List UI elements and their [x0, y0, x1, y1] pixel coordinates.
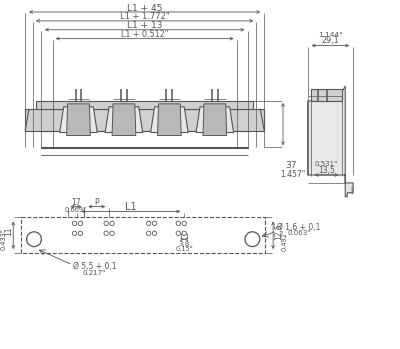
Circle shape: [110, 231, 114, 236]
Polygon shape: [67, 104, 90, 135]
Circle shape: [152, 221, 157, 225]
Text: 13,5: 13,5: [318, 165, 335, 174]
Polygon shape: [308, 86, 353, 197]
Text: 0.063": 0.063": [287, 230, 310, 236]
Text: L1: L1: [125, 202, 137, 211]
Text: Ø 1,6 + 0,1: Ø 1,6 + 0,1: [277, 223, 320, 232]
Circle shape: [182, 221, 186, 225]
Text: L1 + 13: L1 + 13: [127, 21, 162, 30]
Circle shape: [27, 232, 42, 247]
Text: 0.531": 0.531": [315, 161, 338, 167]
Polygon shape: [158, 104, 181, 135]
Circle shape: [78, 221, 83, 225]
Polygon shape: [60, 107, 97, 133]
Text: 0.217": 0.217": [83, 270, 106, 276]
Circle shape: [152, 231, 157, 236]
Text: 17: 17: [71, 198, 81, 207]
Circle shape: [176, 221, 180, 225]
Bar: [41, 147, 248, 148]
Text: 11: 11: [4, 227, 13, 236]
Circle shape: [245, 232, 260, 247]
Text: L1 + 0.512": L1 + 0.512": [121, 30, 168, 39]
Circle shape: [72, 221, 77, 225]
Circle shape: [72, 231, 77, 236]
Text: 0.492": 0.492": [282, 229, 288, 251]
Text: L1 + 1.772": L1 + 1.772": [120, 13, 170, 21]
Circle shape: [146, 221, 151, 225]
Text: 37: 37: [285, 161, 297, 170]
Text: 1.457": 1.457": [280, 170, 306, 178]
Text: 1.144": 1.144": [318, 32, 343, 38]
Circle shape: [78, 231, 83, 236]
Text: 29,1: 29,1: [322, 36, 339, 45]
Polygon shape: [112, 104, 136, 135]
Bar: [21, 217, 265, 253]
Bar: [36, 101, 253, 109]
Polygon shape: [105, 107, 143, 133]
Polygon shape: [203, 104, 227, 135]
Text: L1 + 45: L1 + 45: [127, 3, 162, 13]
Circle shape: [104, 221, 108, 225]
Text: P: P: [94, 198, 99, 207]
Circle shape: [146, 231, 151, 236]
Circle shape: [110, 221, 114, 225]
Text: Ø 5,5 + 0,1: Ø 5,5 + 0,1: [72, 262, 116, 272]
Text: 12,5: 12,5: [274, 223, 284, 240]
Circle shape: [182, 231, 186, 236]
Text: 0.15": 0.15": [175, 246, 193, 252]
Circle shape: [104, 231, 108, 236]
Bar: [25, 109, 264, 131]
Text: 0.433": 0.433": [0, 228, 6, 250]
Circle shape: [176, 231, 180, 236]
Text: 3,8: 3,8: [178, 241, 190, 247]
Polygon shape: [196, 107, 234, 133]
Bar: [311, 89, 342, 101]
Text: 0.669": 0.669": [65, 207, 87, 213]
Polygon shape: [151, 107, 188, 133]
